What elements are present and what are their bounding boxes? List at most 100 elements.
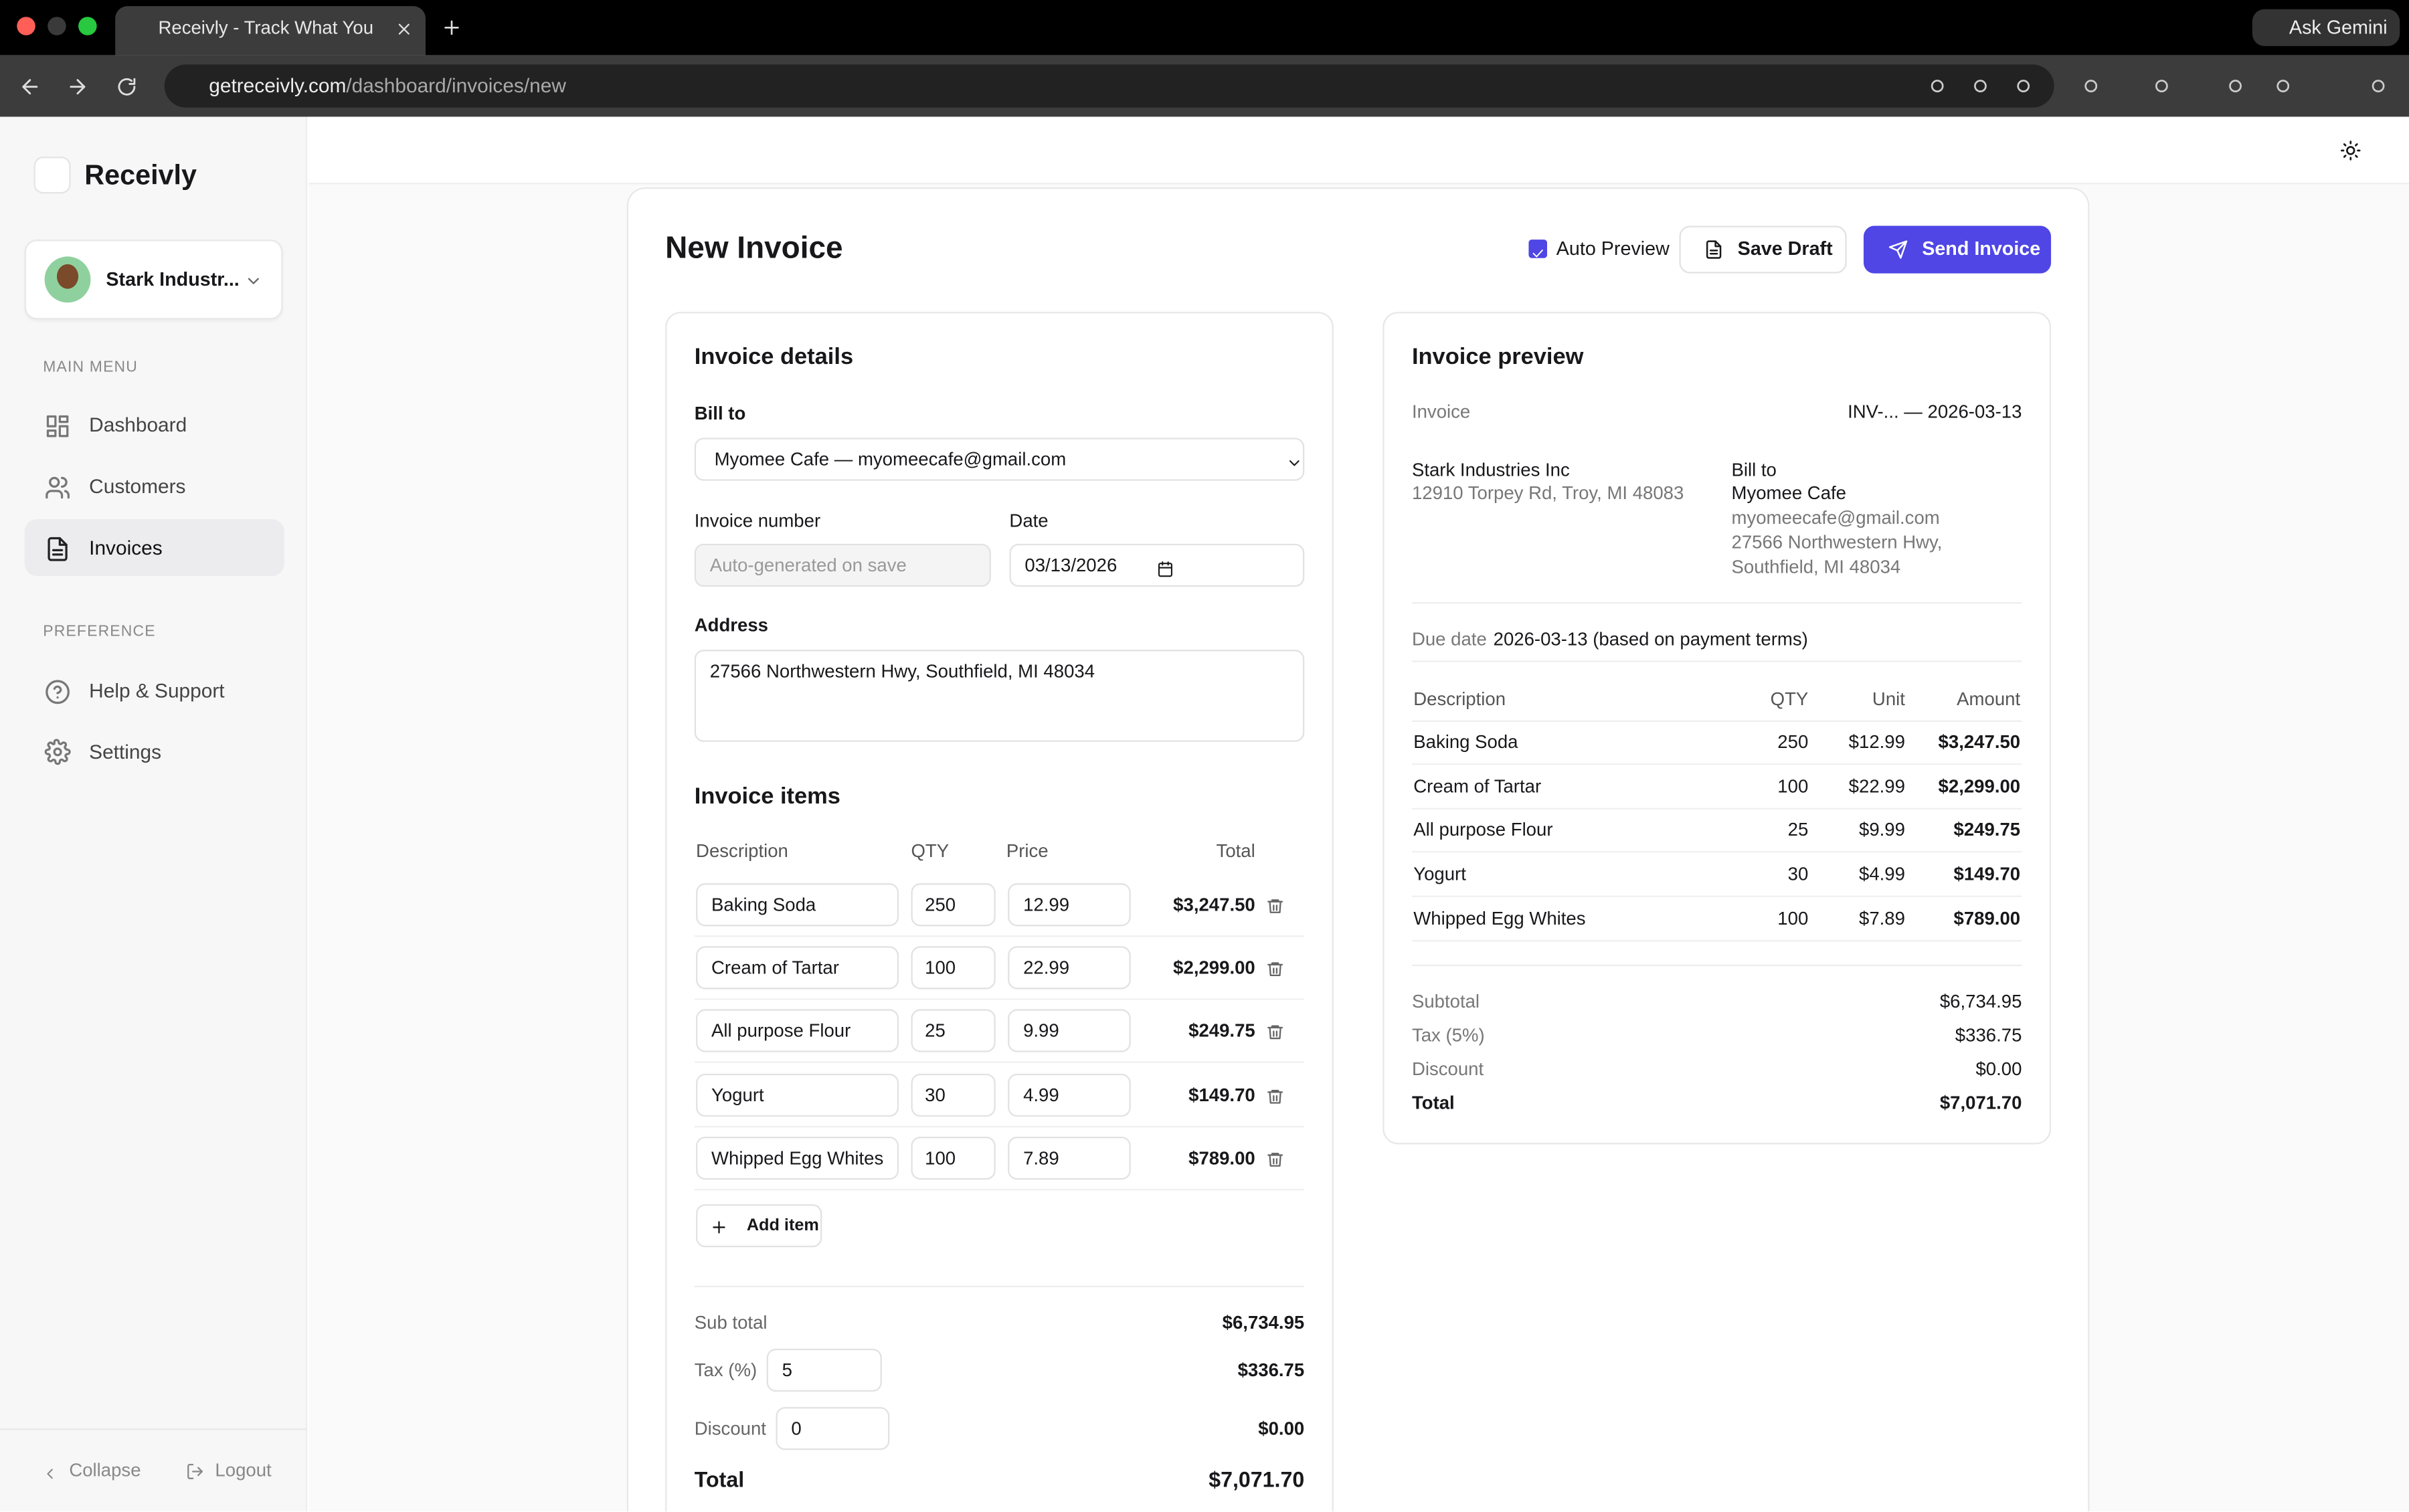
delete-item[interactable] <box>1266 1149 1285 1167</box>
input[interactable] <box>696 946 899 990</box>
icon-path <box>444 20 459 35</box>
item-description: Whipped Egg Whites <box>711 1147 884 1169</box>
new-tab[interactable] <box>441 17 462 38</box>
delete-item[interactable] <box>1266 1022 1285 1041</box>
menu-label: Dashboard <box>89 413 187 437</box>
add-item[interactable] <box>696 1204 822 1248</box>
summary-label: Total <box>1411 1092 1455 1114</box>
icon-path <box>1267 962 1283 977</box>
item-description: Whipped Egg Whites <box>1413 907 1586 929</box>
nav-button[interactable] <box>66 74 88 97</box>
tab[interactable] <box>115 6 426 56</box>
input[interactable] <box>694 650 1305 742</box>
row-divider <box>1411 763 2022 765</box>
icon-circle <box>2155 80 2168 92</box>
nav-button[interactable] <box>114 74 137 97</box>
input[interactable] <box>696 1010 899 1053</box>
input[interactable] <box>776 1407 890 1450</box>
divider <box>1411 602 2022 604</box>
brand: Receivly <box>84 159 197 191</box>
input[interactable] <box>694 438 1305 481</box>
item-description: Yogurt <box>1413 863 1466 885</box>
input[interactable] <box>694 543 991 587</box>
toolbar-icon[interactable] <box>2224 76 2246 97</box>
icon-svg <box>1267 1026 1283 1040</box>
row-divider <box>1411 939 2022 941</box>
delete-item[interactable] <box>1266 896 1285 915</box>
icon-svg <box>43 739 70 765</box>
icon-svg <box>1267 1089 1283 1103</box>
toolbar-icon[interactable] <box>2368 76 2389 97</box>
icon-rect <box>1157 562 1172 577</box>
row-divider <box>694 1125 1305 1127</box>
input[interactable] <box>696 1136 899 1179</box>
icon-rect <box>58 424 68 437</box>
icon-rect <box>46 428 56 437</box>
tab-close[interactable] <box>395 19 414 37</box>
theme-toggle[interactable] <box>2340 140 2361 161</box>
gemini-button[interactable] <box>2252 9 2400 46</box>
toolbar-icon[interactable] <box>2272 76 2294 97</box>
delete-item[interactable] <box>1266 959 1285 977</box>
logout-icon <box>186 1460 205 1479</box>
icon-path <box>1708 240 1721 254</box>
item-description: Cream of Tartar <box>711 957 839 979</box>
icon-svg <box>21 78 37 94</box>
address-bar[interactable] <box>164 64 2054 108</box>
icon-svg <box>45 476 69 498</box>
field-label: Address <box>694 614 769 636</box>
icon-path <box>1705 240 1721 258</box>
input[interactable] <box>696 883 899 927</box>
icon-circle <box>48 476 60 487</box>
input[interactable] <box>911 1010 996 1053</box>
input[interactable] <box>696 1072 899 1117</box>
icon-svg <box>2341 140 2361 161</box>
item-qty: 100 <box>925 957 956 979</box>
icon-path <box>187 1464 203 1479</box>
input[interactable] <box>911 1072 996 1117</box>
input[interactable] <box>1008 1010 1131 1053</box>
item-unit: $4.99 <box>1858 863 1905 885</box>
input[interactable] <box>911 883 996 927</box>
icon-svg <box>1267 899 1283 913</box>
item-price: 9.99 <box>1023 1020 1059 1042</box>
input[interactable] <box>911 946 996 990</box>
section-title: Invoice items <box>694 783 840 810</box>
item-description: Yogurt <box>711 1083 764 1106</box>
summary-value: $6,734.95 <box>1222 1311 1305 1333</box>
window-button[interactable] <box>48 17 66 35</box>
icon-svg <box>1157 560 1172 577</box>
item-total: $149.70 <box>1188 1083 1255 1106</box>
input[interactable] <box>1009 543 1305 587</box>
toolbar-icon[interactable] <box>1927 76 1948 97</box>
icon-circle <box>2017 80 2030 92</box>
icon-svg <box>47 536 67 561</box>
icon-circle <box>2229 80 2242 92</box>
input[interactable] <box>911 1136 996 1179</box>
nav-button[interactable] <box>17 74 40 97</box>
input[interactable] <box>766 1348 882 1392</box>
icon-circle <box>2372 80 2385 92</box>
toolbar-icon[interactable] <box>2080 76 2102 97</box>
icon-circle <box>2084 80 2098 92</box>
input[interactable] <box>1008 1072 1131 1117</box>
column-header: Unit <box>1872 688 1905 710</box>
input[interactable] <box>1008 1136 1131 1179</box>
save-icon <box>1703 239 1723 259</box>
toolbar-icon[interactable] <box>1969 76 1991 97</box>
icon-path <box>248 278 259 284</box>
row-divider <box>694 1188 1305 1190</box>
toolbar-icon[interactable] <box>2151 76 2172 97</box>
icon-circle <box>2346 146 2355 155</box>
input[interactable] <box>1008 883 1131 927</box>
icon-svg <box>2017 80 2030 92</box>
menu-icon <box>43 412 70 438</box>
summary-value: $336.75 <box>1237 1359 1305 1382</box>
window-button[interactable] <box>78 17 97 35</box>
window-button[interactable] <box>17 17 35 35</box>
delete-item[interactable] <box>1266 1085 1285 1104</box>
logout: Logout <box>215 1459 272 1481</box>
toolbar-icon[interactable] <box>2013 76 2034 97</box>
input[interactable] <box>1008 946 1131 990</box>
